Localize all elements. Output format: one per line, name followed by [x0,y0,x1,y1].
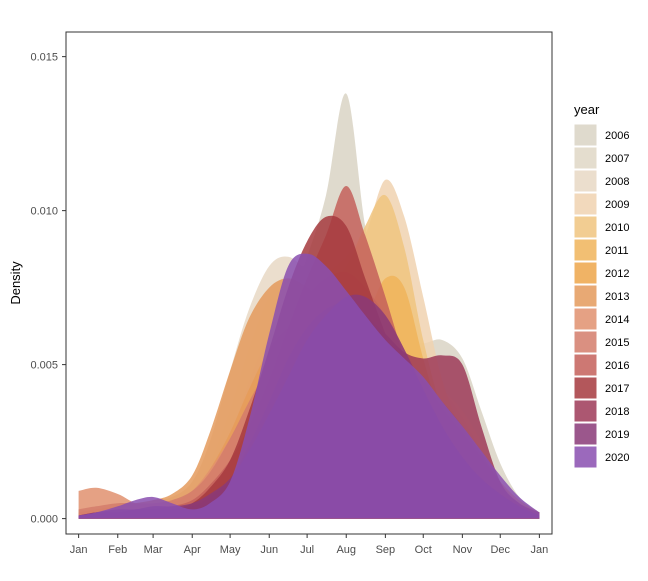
y-tick-label: 0.015 [30,52,58,64]
legend-label-2019: 2019 [605,429,629,441]
legend-key-2020 [573,445,598,469]
legend-key-2015 [573,330,598,354]
y-tick-label: 0.000 [30,514,58,526]
y-axis: 0.000 0.005 0.010 0.015 [30,52,66,526]
legend-label-2006: 2006 [605,130,629,142]
legend-label-2014: 2014 [605,314,629,326]
x-tick-label: Apr [184,544,201,556]
y-tick-label: 0.010 [30,206,58,218]
legend-label-2016: 2016 [605,360,629,372]
legend-key-2007 [573,146,598,170]
legend-label-2018: 2018 [605,406,629,418]
legend: year 2006 2007 2008 2009 2010 2011 2012 2013 201… [573,102,629,469]
legend-title: year [574,102,600,117]
legend-label-2010: 2010 [605,222,629,234]
x-tick-label: Jul [300,544,314,556]
x-tick-label: Nov [453,544,473,556]
legend-key-2016 [573,353,598,377]
x-tick-label: Feb [108,544,127,556]
density-areas [78,93,540,519]
legend-label-2015: 2015 [605,337,629,349]
legend-key-2011 [573,238,598,262]
x-axis: Jan Feb Mar Apr May Jun Jul Aug Sep Oct Nov Dec Jan [70,534,549,556]
legend-label-2013: 2013 [605,291,629,303]
y-tick-label: 0.005 [30,360,58,372]
legend-label-2020: 2020 [605,452,629,464]
x-tick-label: Jun [260,544,278,556]
x-tick-label: Aug [336,544,356,556]
legend-key-2010 [573,215,598,239]
y-axis-title: Density [8,261,23,305]
x-tick-label: Sep [376,544,396,556]
legend-key-2013 [573,284,598,308]
x-tick-label: Jan [70,544,88,556]
legend-key-2012 [573,261,598,285]
legend-label-2009: 2009 [605,199,629,211]
legend-key-2014 [573,307,598,331]
legend-key-2018 [573,399,598,423]
x-tick-label: Oct [415,544,432,556]
x-tick-label: May [220,544,241,556]
legend-key-2009 [573,192,598,216]
legend-label-2012: 2012 [605,268,629,280]
plot-border [65,31,553,535]
legend-key-2019 [573,422,598,446]
legend-key-2006 [573,123,598,147]
x-tick-label: Jan [531,544,549,556]
x-tick-label: Dec [490,544,510,556]
legend-key-2008 [573,169,598,193]
legend-key-2017 [573,376,598,400]
legend-label-2017: 2017 [605,383,629,395]
legend-label-2007: 2007 [605,153,629,165]
legend-label-2011: 2011 [605,245,629,257]
x-tick-label: Mar [144,544,163,556]
density-area-2020 [78,253,540,519]
legend-label-2008: 2008 [605,176,629,188]
